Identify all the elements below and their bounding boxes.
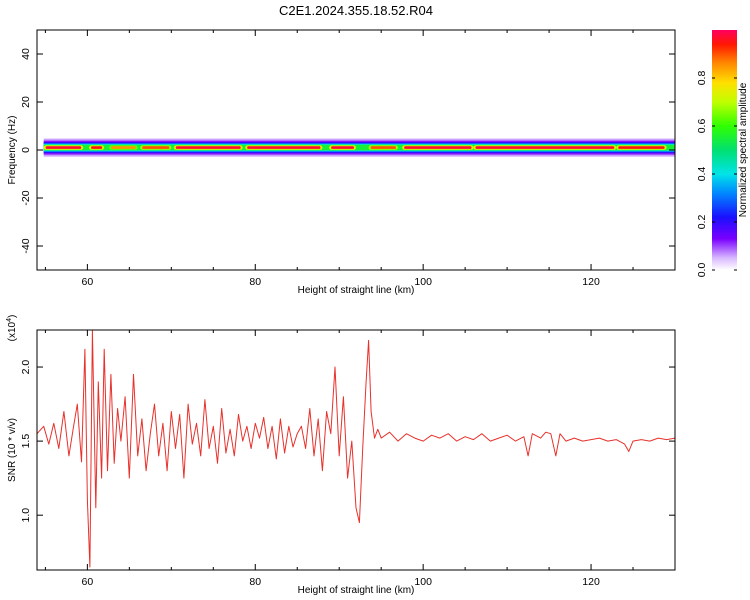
spectrogram-core-8: [404, 146, 472, 149]
spectrogram-core-7: [370, 146, 396, 149]
snr-line-0: [36, 329, 676, 568]
x-tick-label: 100: [414, 576, 432, 588]
spectrogram-axes: 60 80 100 120 40 20 0 -20 -40: [20, 30, 676, 288]
colorbar-tick-label: 0.2: [696, 215, 708, 230]
spectrogram-core-3: [142, 146, 170, 149]
x-tick-label: 120: [582, 276, 600, 288]
colorbar-tick-label: 0.8: [696, 71, 708, 86]
spectrogram-envelope-5: [43, 144, 675, 151]
colorbar-tick-label: 0.4: [696, 167, 708, 182]
snr-multiplier-base: (x10: [7, 321, 18, 341]
y-tick-label: 2.0: [20, 360, 32, 375]
y-tick-label: 0: [20, 147, 32, 153]
y-tick-label: 20: [20, 96, 32, 108]
y-tick-label: 1.5: [20, 434, 32, 449]
spectrogram-core-0: [45, 146, 82, 149]
spectrogram-heatmap: [43, 138, 675, 157]
x-tick-label: 80: [249, 276, 261, 288]
x-tick-label: 60: [82, 276, 94, 288]
spectrogram-xlabel: Height of straight line (km): [298, 285, 415, 296]
x-tick-label: 120: [582, 576, 600, 588]
x-tick-label: 80: [249, 576, 261, 588]
y-tick-label: 40: [20, 48, 32, 60]
y-tick-label: -40: [20, 238, 32, 253]
colorbar: 0.0 0.2 0.4 0.6 0.8 Normalized spectral ampl…: [696, 30, 749, 277]
snr-series: [36, 329, 676, 568]
snr-frame: [36, 329, 676, 571]
x-tick-label: 60: [82, 576, 94, 588]
snr-panel: 60 80 100 120 1.0 1.5 2.0 Height of straight l…: [6, 315, 676, 596]
colorbar-gradient: [712, 30, 737, 270]
x-tick-label: 100: [414, 276, 432, 288]
colorbar-label: Normalized spectral amplitude: [738, 82, 749, 217]
snr-multiplier-close: ): [7, 315, 18, 318]
figure-title: C2E1.2024.355.18.52.R04: [279, 3, 433, 18]
colorbar-ticks: 0.0 0.2 0.4 0.6 0.8: [696, 71, 737, 278]
colorbar-tick-label: 0.0: [696, 263, 708, 278]
snr-xlabel: Height of straight line (km): [298, 585, 415, 596]
spectrogram-ylabel: Frequency (Hz): [7, 116, 18, 185]
spectrogram-core-1: [91, 146, 103, 149]
y-tick-label: 1.0: [20, 508, 32, 523]
spectrogram-core-10: [618, 146, 665, 149]
colorbar-tick-label: 0.6: [696, 119, 708, 134]
snr-axes: 60 80 100 120 1.0 1.5 2.0: [20, 330, 676, 588]
spectrogram-core-6: [331, 146, 354, 149]
snr-multiplier-exp: 4: [6, 318, 13, 322]
snr-ylabel: SNR (10 * v/v): [7, 418, 18, 482]
spectrogram-panel: 60 80 100 120 40 20 0 -20 -40 Height of straight…: [7, 29, 676, 296]
y-tick-label: -20: [20, 190, 32, 205]
spectrogram-core-5: [247, 146, 321, 149]
spectrogram-core-2: [111, 146, 136, 149]
spectrogram-core-4: [175, 146, 241, 149]
spectrogram-core-9: [475, 146, 615, 149]
snr-multiplier: (x104): [6, 315, 18, 342]
